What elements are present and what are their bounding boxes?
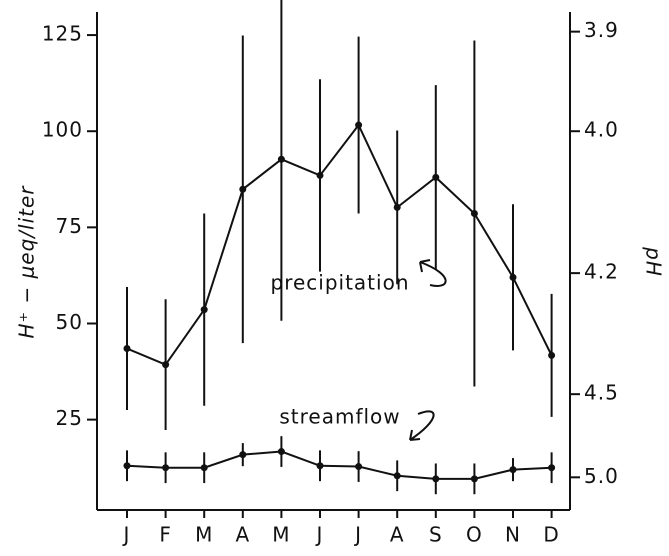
point [548,464,556,472]
arrow [419,259,447,287]
y-tick-label: 75 [56,214,83,238]
point [355,121,363,129]
y-tick-label: 125 [42,22,83,46]
y2-tick-label: 4.2 [584,260,619,284]
x-tick-label: M [195,523,213,547]
point [548,351,556,359]
x-tick-label: M [272,523,290,547]
point [123,462,131,470]
point [123,344,131,352]
series-line [126,450,552,480]
point [509,466,517,474]
point [393,203,401,211]
x-tick-label: O [466,523,483,547]
y2-tick-label: 5.0 [584,464,619,488]
x-tick-label: A [235,523,250,547]
x-tick-label: S [429,523,443,547]
series-line [126,123,553,366]
y-axis-label: H⁺ − μeq/liter [15,185,39,339]
point [470,210,478,218]
arrow [409,410,435,441]
y2-tick-label: 4.5 [584,381,619,405]
series-label: streamflow [279,405,400,429]
y-tick-label: 25 [56,406,83,430]
point [509,273,517,281]
point [277,448,285,456]
point [200,306,208,314]
point [200,464,208,472]
x-tick-label: F [159,523,172,547]
point [316,462,324,470]
y-tick-label: 50 [56,310,83,334]
y2-tick-label: 4.0 [584,118,619,142]
y2-axis-label: pH [642,246,666,277]
point [393,472,401,480]
point [239,185,247,193]
point [316,171,324,179]
point [355,463,363,471]
point [162,464,170,472]
point [239,451,247,459]
point [277,155,285,163]
x-tick-label: J [122,523,131,547]
x-tick-label: J [353,523,362,547]
y2-tick-label: 3.9 [584,18,619,42]
x-tick-label: J [315,523,324,547]
x-tick-label: N [505,523,521,547]
point [162,361,170,369]
point [470,475,478,483]
point [432,173,440,181]
series-label: precipitation [271,271,410,295]
point [432,475,440,483]
x-tick-label: D [543,523,559,547]
y-tick-label: 100 [42,118,83,142]
x-tick-label: A [390,523,405,547]
